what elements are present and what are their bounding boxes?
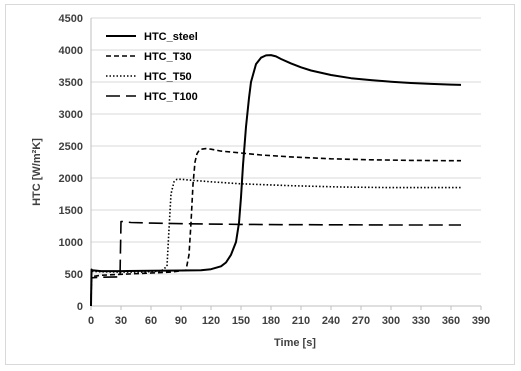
x-tick-label: 300 xyxy=(382,315,400,327)
x-tick-label: 390 xyxy=(472,315,490,327)
y-tick-label: 2500 xyxy=(59,141,83,153)
legend-label: HTC_T100 xyxy=(144,91,198,103)
axes: 0 500 1000 1500 2000 2500 3000 3500 4000 4500 0 30 6… xyxy=(59,13,491,327)
gridlines xyxy=(91,17,481,275)
x-tick-label: 150 xyxy=(232,315,250,327)
x-tick-label: 210 xyxy=(292,315,310,327)
y-axis-title: HTC [W/m²K] xyxy=(31,138,43,206)
x-tick-label: 360 xyxy=(442,315,460,327)
legend-label: HTC_steel xyxy=(144,31,198,43)
y-tick-label: 2000 xyxy=(59,173,83,185)
y-tick-label: 4500 xyxy=(59,13,83,25)
series-lines xyxy=(90,54,462,307)
x-tick-label: 120 xyxy=(202,315,220,327)
x-tick-label: 60 xyxy=(145,315,157,327)
x-tick-label: 270 xyxy=(352,315,370,327)
y-tick-label: 3000 xyxy=(59,109,83,121)
y-tick-label: 4000 xyxy=(59,45,83,57)
legend-label: HTC_T50 xyxy=(144,71,192,83)
x-tick-label: 30 xyxy=(115,315,127,327)
legend-label: HTC_T30 xyxy=(144,51,192,63)
y-tick-label: 500 xyxy=(65,269,83,281)
series-line-htc-t50 xyxy=(90,178,461,307)
y-tick-label: 1500 xyxy=(59,205,83,217)
y-tick-label: 3500 xyxy=(59,77,83,89)
x-tick-label: 240 xyxy=(322,315,340,327)
series-line-htc-t100 xyxy=(90,220,461,307)
series-line-htc-steel xyxy=(90,54,462,307)
series-line-htc-t30 xyxy=(90,147,461,307)
y-tick-label: 0 xyxy=(77,301,83,313)
x-tick-label: 180 xyxy=(262,315,280,327)
legend: HTC_steel HTC_T30 HTC_T50 HTC_T100 xyxy=(106,31,198,103)
x-tick-label: 330 xyxy=(412,315,430,327)
x-axis-title: Time [s] xyxy=(274,337,316,349)
x-tick-label: 0 xyxy=(88,315,94,327)
y-tick-label: 1000 xyxy=(59,237,83,249)
x-tick-label: 90 xyxy=(175,315,187,327)
